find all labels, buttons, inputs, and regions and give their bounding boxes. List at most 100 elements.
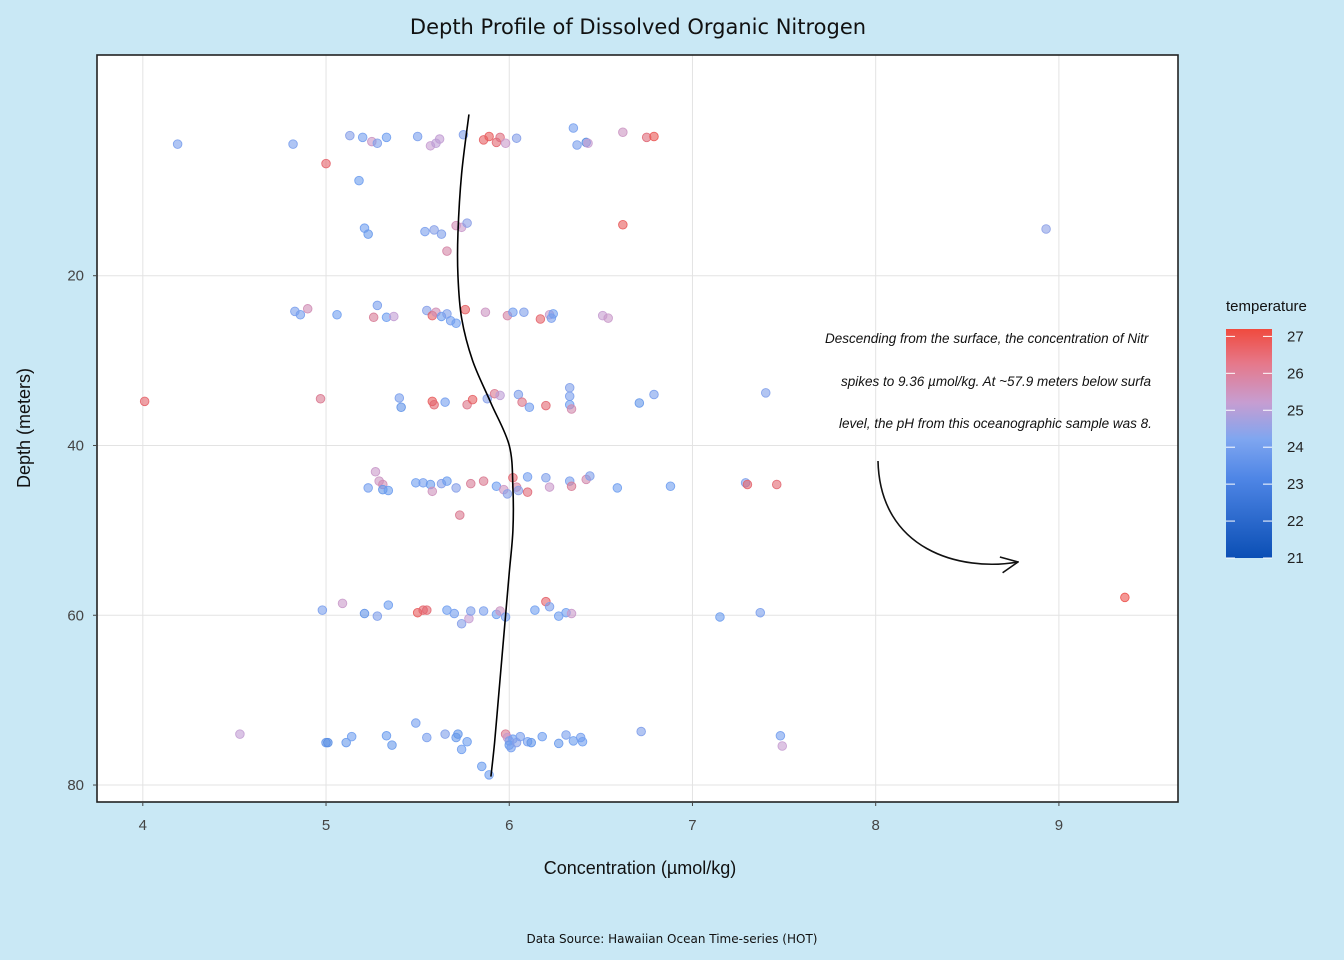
data-point xyxy=(513,389,524,400)
data-point xyxy=(544,482,555,492)
data-point xyxy=(636,726,646,737)
data-point xyxy=(480,307,491,317)
data-point xyxy=(522,487,533,497)
data-point xyxy=(553,738,564,749)
data-point xyxy=(564,383,575,393)
data-point xyxy=(394,393,405,403)
data-point xyxy=(777,741,787,751)
data-point xyxy=(449,608,460,619)
x-tick-label: 5 xyxy=(322,817,330,834)
data-point xyxy=(761,388,771,398)
data-point xyxy=(389,311,399,322)
legend-tick-label: 27 xyxy=(1287,328,1304,345)
data-point xyxy=(466,478,476,489)
data-point xyxy=(508,307,518,317)
data-point xyxy=(566,404,577,414)
data-point xyxy=(431,138,441,149)
chart-title: Depth Profile of Dissolved Organic Nitro… xyxy=(410,15,866,39)
data-point xyxy=(519,307,529,317)
x-axis-ticks: 4 5 6 7 8 9 xyxy=(139,802,1063,834)
trend-line xyxy=(456,114,515,777)
data-point xyxy=(460,304,471,315)
data-point xyxy=(484,131,494,142)
data-point xyxy=(478,606,489,616)
data-point xyxy=(139,396,150,407)
data-point xyxy=(513,485,524,496)
x-gridlines xyxy=(142,55,1060,802)
data-point xyxy=(372,300,383,311)
data-point xyxy=(317,605,328,615)
data-point xyxy=(478,476,489,486)
data-point xyxy=(420,226,430,237)
data-point xyxy=(235,729,245,739)
data-point xyxy=(544,602,555,612)
data-point xyxy=(451,483,461,493)
data-point xyxy=(381,731,392,741)
x-tick-label: 6 xyxy=(505,817,513,834)
data-point xyxy=(1041,224,1051,234)
legend-tick-label: 24 xyxy=(1287,439,1304,456)
data-point xyxy=(742,479,753,490)
caption: Data Source: Hawaiian Ocean Time-series … xyxy=(527,932,818,946)
x-tick-label: 9 xyxy=(1055,817,1063,834)
data-point xyxy=(511,133,522,143)
legend: temperature 27 26 25 24 23 22 21 xyxy=(1226,298,1307,567)
data-point xyxy=(387,740,397,750)
data-point xyxy=(634,398,645,408)
data-point xyxy=(583,138,593,149)
data-point xyxy=(359,608,370,619)
annotation-arrow xyxy=(877,460,1018,564)
data-point xyxy=(440,729,450,739)
data-point xyxy=(456,744,467,755)
data-point xyxy=(456,618,467,629)
x-tick-label: 8 xyxy=(872,817,880,834)
data-point xyxy=(1120,592,1130,603)
y-tick-label: 40 xyxy=(67,437,84,454)
legend-tick-label: 23 xyxy=(1287,476,1304,493)
data-point xyxy=(755,607,766,618)
data-point xyxy=(568,123,579,133)
data-point xyxy=(455,510,465,520)
data-point xyxy=(427,486,438,497)
data-point xyxy=(440,397,450,407)
data-point xyxy=(541,472,551,483)
data-point xyxy=(537,731,547,742)
data-point xyxy=(566,608,577,619)
annotation-line-3: level, the pH from this oceanographic sa… xyxy=(839,416,1152,431)
data-point xyxy=(500,138,511,149)
data-point xyxy=(451,318,461,328)
data-point xyxy=(288,139,298,149)
data-point xyxy=(363,483,373,493)
data-point xyxy=(577,736,588,747)
x-tick-label: 7 xyxy=(688,817,696,834)
data-point xyxy=(337,598,348,609)
data-point xyxy=(346,731,357,742)
data-point xyxy=(466,606,476,616)
data-point xyxy=(464,613,474,624)
data-point xyxy=(172,139,183,149)
legend-colorbar xyxy=(1226,329,1272,558)
data-point xyxy=(436,229,447,239)
data-point xyxy=(603,313,613,323)
data-point xyxy=(618,220,628,230)
data-point xyxy=(495,606,505,616)
data-point xyxy=(572,140,582,150)
y-tick-label: 60 xyxy=(67,607,84,624)
data-point xyxy=(618,127,628,137)
annotation-line-2: spikes to 9.36 µmol/kg. At ~57.9 meters … xyxy=(841,374,1152,389)
data-point xyxy=(665,481,676,491)
legend-tick-label: 25 xyxy=(1287,402,1304,419)
data-point xyxy=(564,391,575,401)
y-axis-ticks: 20 40 60 80 xyxy=(67,268,97,794)
data-point xyxy=(357,132,368,143)
data-point xyxy=(495,390,505,401)
y-tick-label: 20 xyxy=(67,268,84,285)
data-point xyxy=(775,731,786,741)
data-point xyxy=(612,483,623,493)
y-gridlines xyxy=(97,275,1178,786)
y-tick-label: 80 xyxy=(67,777,84,794)
plot-border xyxy=(96,54,1179,803)
data-point xyxy=(429,225,439,235)
data-point xyxy=(332,310,342,320)
